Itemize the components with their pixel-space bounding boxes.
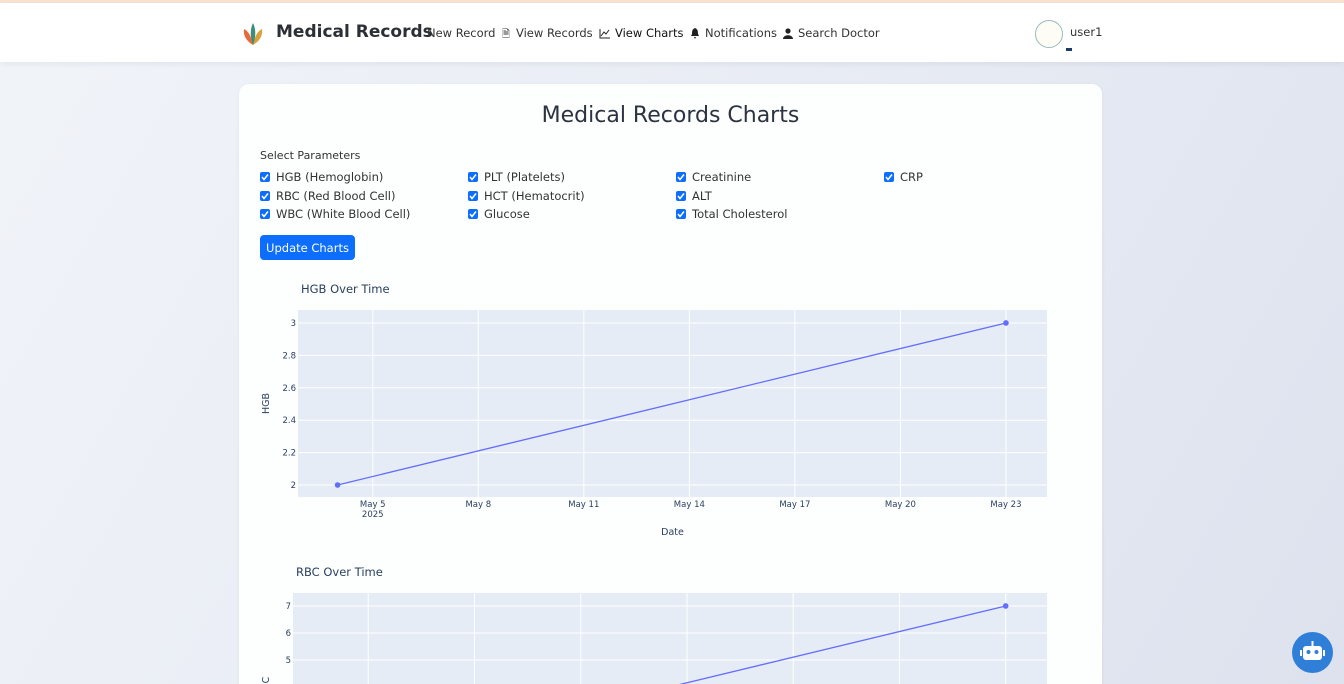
y-tick-label: 2.8 xyxy=(282,351,296,361)
y-tick-label: 2 xyxy=(291,481,296,491)
data-point xyxy=(334,482,341,488)
x-tick-year: 2025 xyxy=(362,510,384,520)
nav-link[interactable]: View Charts xyxy=(615,26,684,40)
update-button[interactable]: Update Charts xyxy=(260,235,355,260)
y-axis-label: RBC xyxy=(261,676,272,684)
x-tick-label: May 8 xyxy=(465,500,491,510)
parameter[interactable]: RBC (Red Blood Cell) xyxy=(260,187,468,206)
parameter[interactable]: CRP xyxy=(884,168,1092,187)
parameter[interactable]: Creatinine xyxy=(676,168,884,187)
x-tick-label: May 5 xyxy=(360,500,386,510)
y-tick-label: 2.4 xyxy=(282,416,296,426)
icon xyxy=(599,29,610,39)
avatar[interactable] xyxy=(1035,20,1063,48)
y-tick-label: 3 xyxy=(291,319,296,329)
y-tick-label: 2.2 xyxy=(282,449,296,459)
parameter-label: PLT (Platelets) xyxy=(484,170,565,185)
checkbox[interactable] xyxy=(676,172,686,183)
check-mark xyxy=(469,174,477,181)
chatbot-button[interactable] xyxy=(1292,632,1333,673)
username[interactable]: user1 xyxy=(1070,25,1103,39)
logo xyxy=(243,23,263,45)
parameter-label: Creatinine xyxy=(692,170,752,185)
params-label: Select Parameters xyxy=(260,149,361,162)
y-tick-label: 6 xyxy=(286,629,291,639)
x-tick-label: May 11 xyxy=(568,500,599,510)
top-line xyxy=(0,0,1344,3)
data-line xyxy=(337,322,1007,486)
y-axis-label: HGB xyxy=(261,393,272,414)
parameter-label: HCT (Hematocrit) xyxy=(484,188,585,203)
check-mark xyxy=(677,211,685,218)
plot-area xyxy=(293,593,1047,684)
check-mark xyxy=(677,174,685,181)
icon: 🗎 xyxy=(502,29,511,40)
robot-icon xyxy=(1300,641,1325,660)
parameter-label: ALT xyxy=(692,188,712,203)
checkbox[interactable] xyxy=(260,209,270,220)
navbar: Medical Records New Record 🗎 View Record… xyxy=(0,3,1344,62)
y-tick-label: 2.6 xyxy=(282,384,296,394)
nav-link[interactable]: New Record xyxy=(427,26,496,40)
checkbox[interactable] xyxy=(676,209,686,220)
checkbox[interactable] xyxy=(468,172,478,183)
user-indicator xyxy=(1066,48,1072,51)
x-tick-label: May 20 xyxy=(885,500,916,510)
x-axis-label: Date xyxy=(661,527,684,538)
data-point xyxy=(1003,320,1009,326)
x-tick-label: May 23 xyxy=(990,500,1021,510)
brand[interactable]: Medical Records xyxy=(276,22,433,42)
parameter[interactable]: Total Cholesterol xyxy=(676,205,884,224)
check-mark xyxy=(261,211,269,218)
icon xyxy=(691,28,699,39)
checkbox[interactable] xyxy=(676,190,686,201)
params: HGB (Hemoglobin) RBC (Red Blood Cell) WBC … xyxy=(260,168,1092,224)
check-mark xyxy=(261,174,269,181)
checkbox[interactable] xyxy=(468,190,478,201)
parameter-label: CRP xyxy=(900,170,923,185)
nav-link[interactable]: Notifications xyxy=(705,26,777,40)
checkbox[interactable] xyxy=(884,172,894,183)
parameter[interactable]: ALT xyxy=(676,187,884,206)
checkbox[interactable] xyxy=(468,209,478,220)
check-mark xyxy=(261,192,269,200)
parameter-label: HGB (Hemoglobin) xyxy=(276,170,384,185)
nav-link[interactable]: Search Doctor xyxy=(798,26,880,40)
x-tick-label: May 14 xyxy=(674,500,705,510)
data-line xyxy=(679,605,1006,684)
check-mark xyxy=(469,192,477,200)
nav-link[interactable]: View Records xyxy=(516,26,593,40)
chart-title: RBC Over Time xyxy=(296,565,383,579)
y-tick-label: 5 xyxy=(286,656,291,666)
icon xyxy=(783,28,793,39)
parameter-label: RBC (Red Blood Cell) xyxy=(276,188,396,203)
check-mark xyxy=(469,211,477,218)
check-mark xyxy=(677,192,685,200)
checkbox[interactable] xyxy=(260,172,270,183)
check-mark xyxy=(885,174,893,181)
parameter[interactable]: PLT (Platelets) xyxy=(468,168,676,187)
parameter-label: WBC (White Blood Cell) xyxy=(276,207,411,222)
data-point xyxy=(1002,603,1009,609)
y-tick-label: 7 xyxy=(286,602,291,612)
x-tick-label: May 17 xyxy=(779,500,810,510)
parameter-label: Total Cholesterol xyxy=(692,207,788,222)
parameter[interactable]: HGB (Hemoglobin) xyxy=(260,168,468,187)
parameter[interactable]: HCT (Hematocrit) xyxy=(468,187,676,206)
page-title: Medical Records Charts xyxy=(541,103,800,128)
parameter-label: Glucose xyxy=(484,207,530,222)
parameter[interactable]: WBC (White Blood Cell) xyxy=(260,205,468,224)
parameter[interactable]: Glucose xyxy=(468,205,676,224)
chart-title: HGB Over Time xyxy=(301,282,390,296)
checkbox[interactable] xyxy=(260,190,270,201)
